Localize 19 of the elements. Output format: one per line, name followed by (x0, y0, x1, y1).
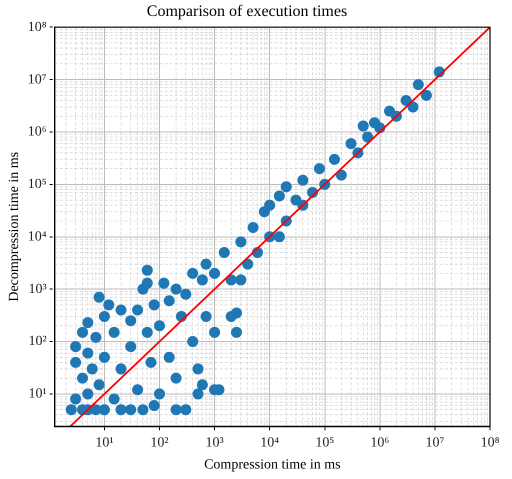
y-tick-label: 10³ (28, 282, 47, 297)
x-tick-label: 10⁷ (425, 435, 444, 450)
x-tick-label: 10² (150, 435, 169, 450)
x-tick-label: 10⁴ (260, 435, 280, 450)
x-tick-label: 10⁸ (480, 435, 500, 450)
y-tick-label: 10⁴ (28, 229, 47, 244)
y-tick-label: 10⁵ (28, 177, 47, 192)
x-axis-title: Compression time in ms (204, 457, 341, 472)
y-tick-label: 10² (28, 334, 47, 350)
chart-title: Comparison of execution times (146, 2, 348, 20)
y-tick-label: 10⁷ (28, 72, 47, 88)
y-tick-label: 10⁶ (28, 124, 47, 140)
x-tick-label: 10¹ (95, 435, 114, 450)
x-tick-label: 10³ (205, 435, 224, 450)
y-tick-label: 10⁸ (28, 20, 47, 35)
y-axis-title: Decompression time in ms (7, 152, 22, 302)
x-tick-label: 10⁶ (370, 435, 390, 450)
x-tick-label: 10⁵ (315, 435, 334, 450)
y-tick-label: 10¹ (28, 386, 47, 402)
